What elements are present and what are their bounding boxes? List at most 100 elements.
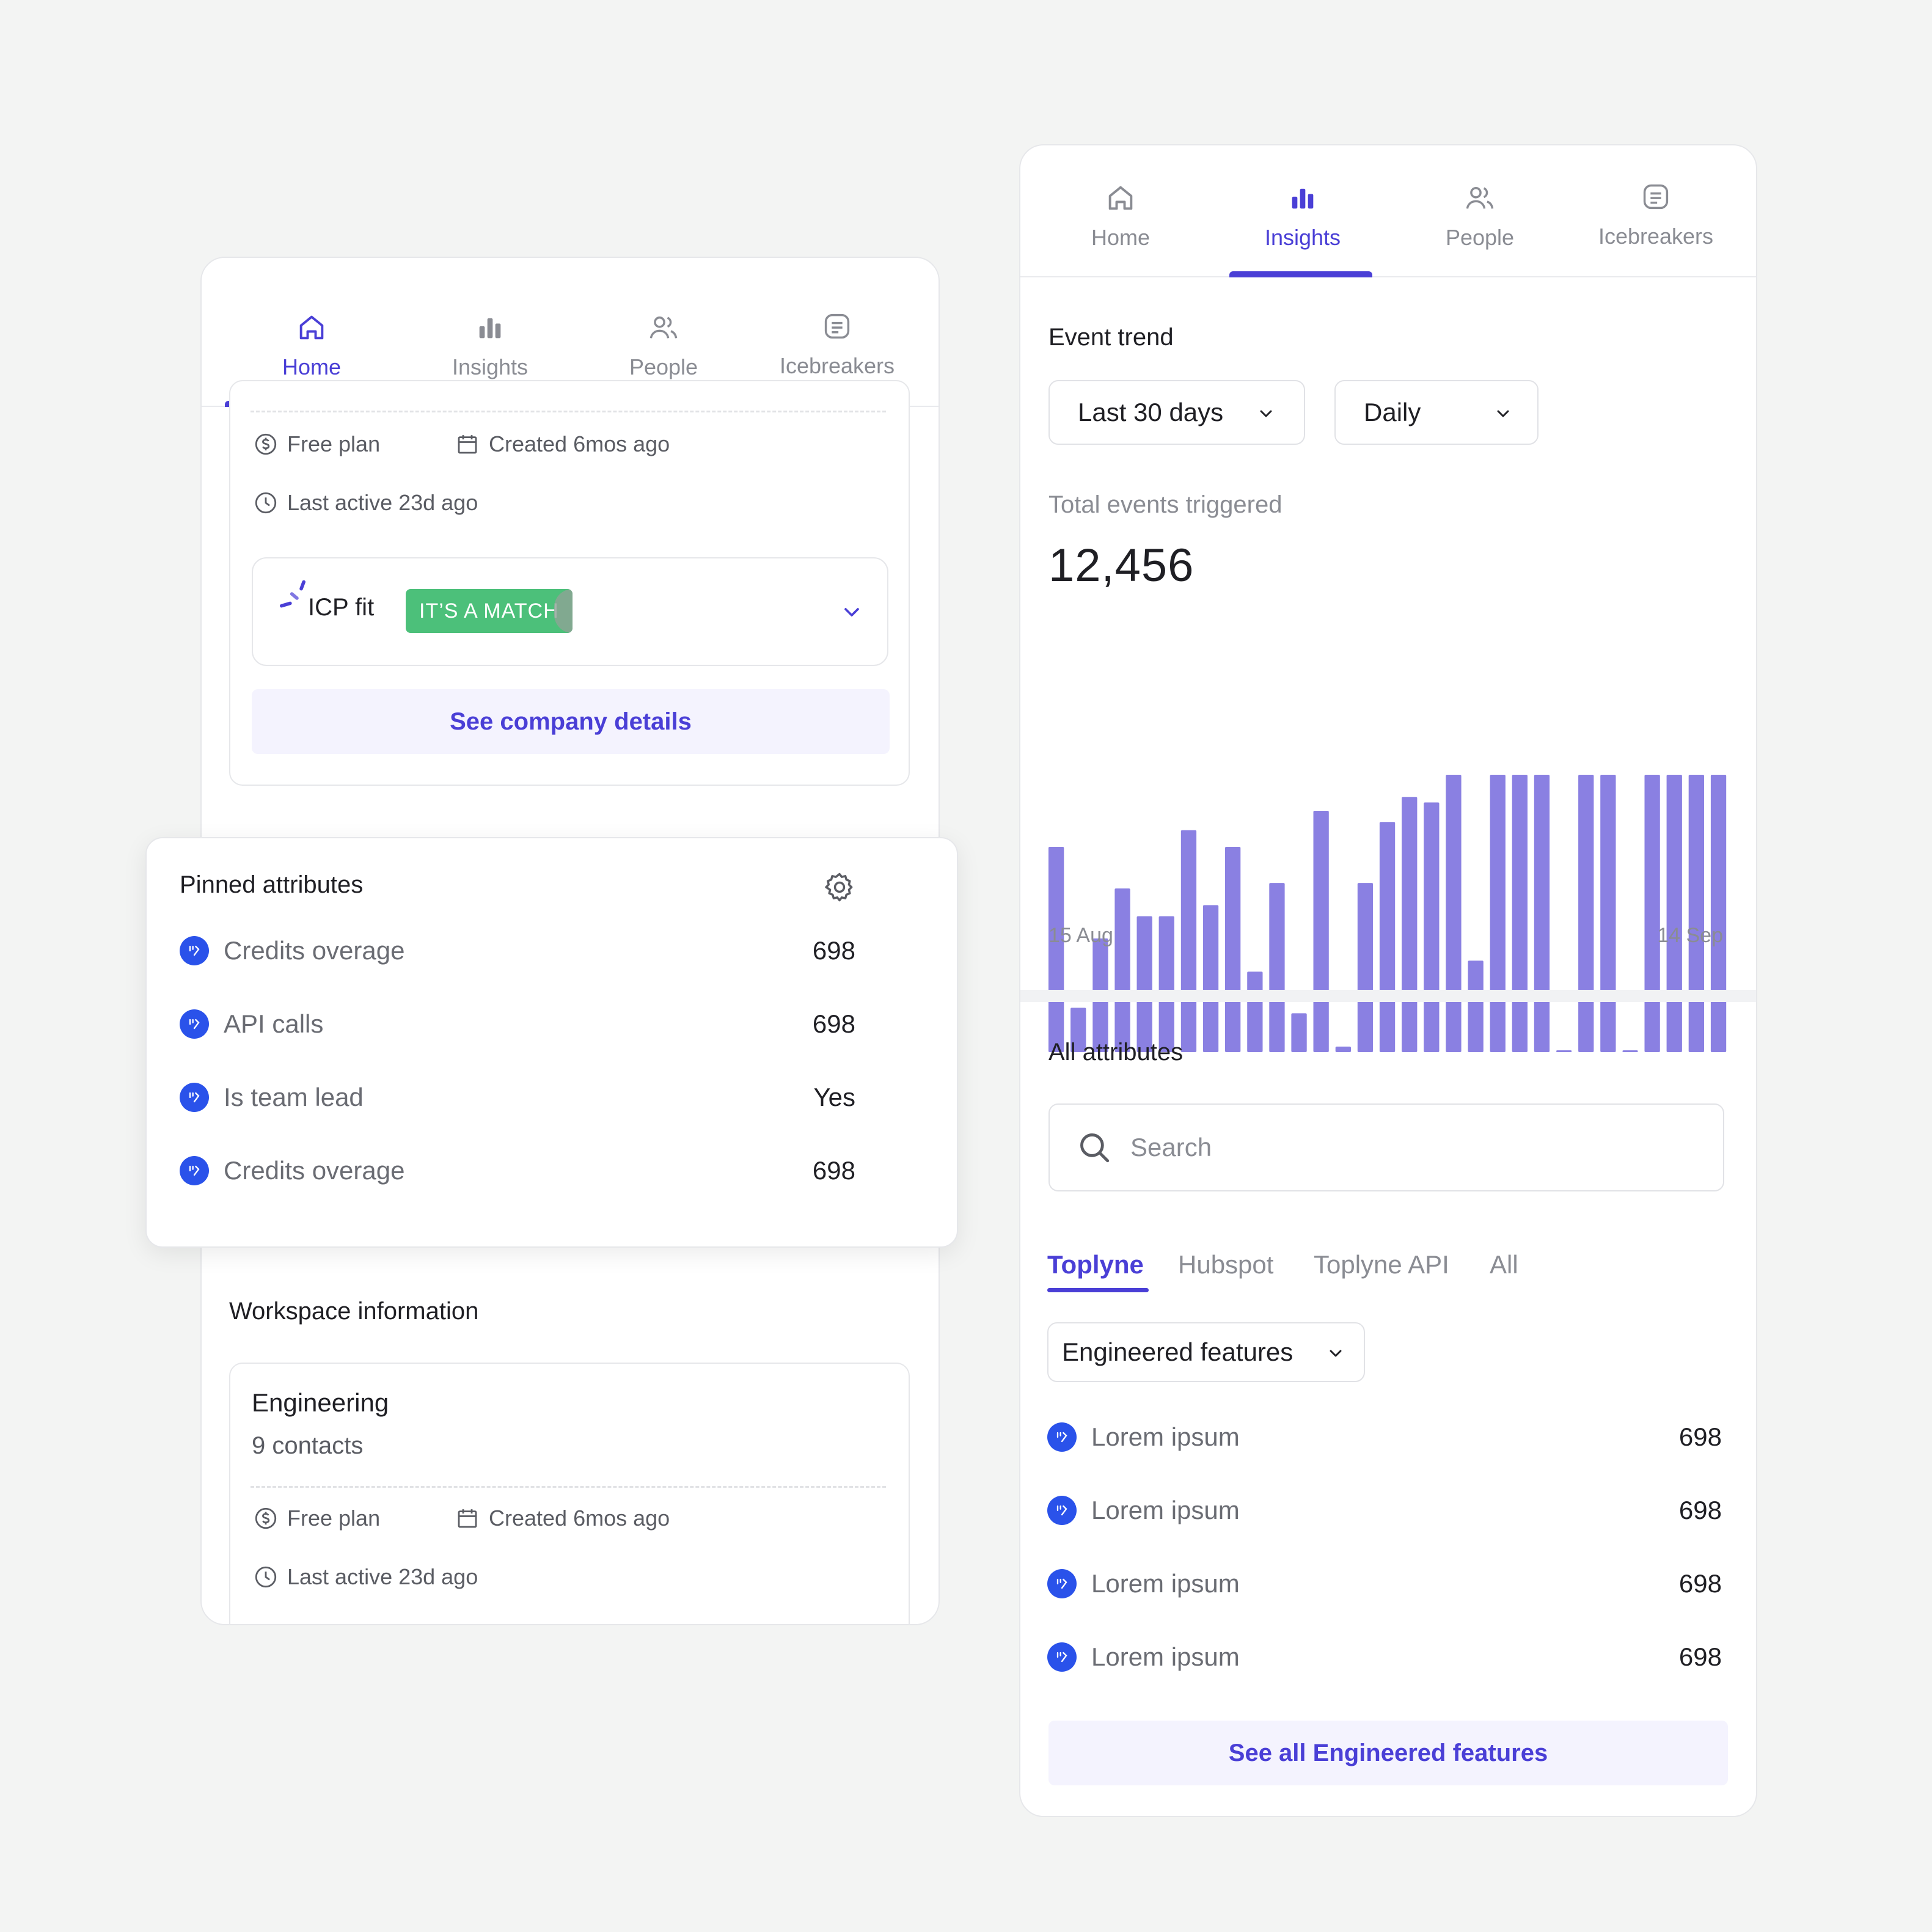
chart-bar[interactable] — [1402, 797, 1418, 1052]
tab-label: Icebreakers — [779, 353, 895, 378]
search-input[interactable] — [1130, 1133, 1723, 1162]
chart-bar[interactable] — [1424, 802, 1440, 1052]
active-tab-indicator — [1229, 271, 1372, 277]
bar-chart-icon — [1292, 188, 1314, 209]
tab-home[interactable]: Home — [1079, 182, 1162, 251]
pinned-attribute-row[interactable]: API calls — [180, 1009, 323, 1039]
tab-label: Home — [282, 354, 342, 379]
workspace-last-active-meta: Last active 23d ago — [253, 1564, 478, 1590]
chart-bar[interactable] — [1269, 883, 1285, 1052]
attribute-row[interactable]: Lorem ipsum — [1047, 1642, 1240, 1672]
chart-bar[interactable] — [1136, 916, 1152, 1053]
divider — [251, 411, 886, 412]
tab-people[interactable]: People — [1431, 182, 1529, 251]
last-active-text: Last active 23d ago — [287, 490, 478, 515]
chevron-down-icon — [1330, 1350, 1342, 1357]
chart-bar[interactable] — [1710, 775, 1727, 1052]
workspace-contacts: 9 contacts — [252, 1432, 364, 1459]
tab-insights[interactable]: Insights — [1248, 182, 1358, 251]
attribute-label: Credits overage — [224, 936, 405, 965]
attribute-source-icon — [180, 1083, 209, 1112]
pinned-attribute-row[interactable]: Credits overage — [180, 1156, 404, 1185]
attribute-source-icon — [1047, 1422, 1077, 1452]
chart-bar[interactable] — [1468, 961, 1484, 1052]
chart-bar[interactable] — [1158, 916, 1174, 1053]
pinned-attribute-row[interactable]: Credits overage — [180, 936, 404, 965]
date-range-select[interactable]: Last 30 days — [1048, 380, 1305, 445]
calendar-icon — [458, 1509, 477, 1528]
pinned-attribute-row[interactable]: Is team lead — [180, 1083, 364, 1112]
created-text: Created 6mos ago — [489, 1506, 670, 1531]
attribute-value: 698 — [1678, 1642, 1722, 1671]
tab-label: Insights — [1264, 225, 1341, 250]
x-axis-start-label: 15 Aug — [1048, 924, 1113, 947]
attribute-row[interactable]: Lorem ipsum — [1047, 1496, 1240, 1525]
chart-bar[interactable] — [1578, 775, 1594, 1052]
source-tab-hubspot[interactable]: Hubspot — [1178, 1250, 1274, 1279]
active-source-tab-indicator — [1047, 1288, 1149, 1292]
chevron-down-icon[interactable] — [840, 600, 864, 624]
chevron-down-icon — [1260, 410, 1272, 417]
source-tab-all[interactable]: All — [1490, 1250, 1518, 1279]
chart-bar[interactable] — [1622, 1050, 1638, 1052]
chart-bar[interactable] — [1070, 1008, 1086, 1052]
pinned-attributes-panel: Pinned attributes Credits overage 698 AP… — [145, 837, 958, 1248]
attribute-search[interactable] — [1048, 1103, 1724, 1191]
attribute-label: Lorem ipsum — [1091, 1496, 1240, 1524]
chart-bar[interactable] — [1490, 775, 1506, 1052]
see-company-details-button[interactable]: See company details — [252, 689, 890, 754]
chart-bar[interactable] — [1600, 775, 1616, 1052]
chart-bar[interactable] — [1379, 822, 1396, 1052]
plan-text: Free plan — [287, 1506, 381, 1531]
divider — [251, 1486, 886, 1488]
attribute-value: Yes — [813, 1083, 855, 1111]
attribute-label: Lorem ipsum — [1091, 1569, 1240, 1598]
tab-icebreakers[interactable]: Icebreakers — [764, 310, 910, 379]
granularity-select[interactable]: Daily — [1334, 380, 1539, 445]
tab-bar: Home Insights People Icebreakers — [1020, 145, 1756, 277]
see-all-engineered-features-button[interactable]: See all Engineered features — [1048, 1721, 1728, 1785]
source-tab-toplyne[interactable]: Toplyne — [1047, 1250, 1144, 1279]
chart-bar[interactable] — [1534, 775, 1550, 1052]
tab-icebreakers[interactable]: Icebreakers — [1583, 181, 1729, 249]
chart-bar[interactable] — [1114, 888, 1130, 1052]
chart-bar[interactable] — [1556, 1050, 1572, 1052]
attribute-row[interactable]: Lorem ipsum — [1047, 1569, 1240, 1598]
chart-bar[interactable] — [1357, 883, 1374, 1052]
gear-icon[interactable] — [822, 870, 857, 904]
tab-people[interactable]: People — [615, 312, 712, 380]
source-tab-toplyne-api[interactable]: Toplyne API — [1314, 1250, 1449, 1279]
date-range-value: Last 30 days — [1078, 398, 1224, 426]
event-trend-title: Event trend — [1048, 324, 1174, 351]
attribute-source-icon — [1047, 1496, 1077, 1525]
chart-bar[interactable] — [1512, 775, 1528, 1052]
tab-home[interactable]: Home — [270, 312, 353, 380]
dollar-icon — [255, 433, 277, 455]
chart-bar[interactable] — [1446, 775, 1462, 1052]
chart-bar[interactable] — [1335, 1046, 1351, 1052]
chart-bar[interactable] — [1644, 775, 1660, 1052]
chart-bar[interactable] — [1313, 811, 1329, 1052]
chart-bar[interactable] — [1247, 971, 1263, 1052]
workspace-plan-meta: Free plan — [253, 1506, 380, 1531]
insights-card: Home Insights People Icebreakers Event t… — [1019, 144, 1757, 1817]
tab-label: Insights — [452, 354, 529, 379]
workspace-title: Workspace information — [229, 1298, 479, 1325]
attribute-row[interactable]: Lorem ipsum — [1047, 1422, 1240, 1452]
attribute-label: Is team lead — [224, 1083, 364, 1111]
tab-insights[interactable]: Insights — [441, 312, 539, 380]
workspace-created-meta: Created 6mos ago — [455, 1506, 670, 1531]
chart-bar[interactable] — [1688, 775, 1704, 1052]
attribute-source-icon — [1047, 1569, 1077, 1598]
tab-label: People — [1445, 225, 1515, 250]
chart-bar[interactable] — [1180, 830, 1197, 1052]
attribute-label: Credits overage — [224, 1156, 405, 1185]
chart-bar[interactable] — [1666, 775, 1682, 1052]
category-select[interactable]: Engineered features — [1047, 1322, 1365, 1382]
icp-fit-box[interactable]: ICP fit IT’S A MATCH — [252, 557, 888, 666]
chart-bar[interactable] — [1202, 905, 1219, 1052]
tab-label: Icebreakers — [1598, 224, 1714, 249]
chart-bar[interactable] — [1048, 847, 1064, 1052]
chart-bar[interactable] — [1225, 847, 1241, 1052]
chart-bar[interactable] — [1291, 1013, 1307, 1052]
